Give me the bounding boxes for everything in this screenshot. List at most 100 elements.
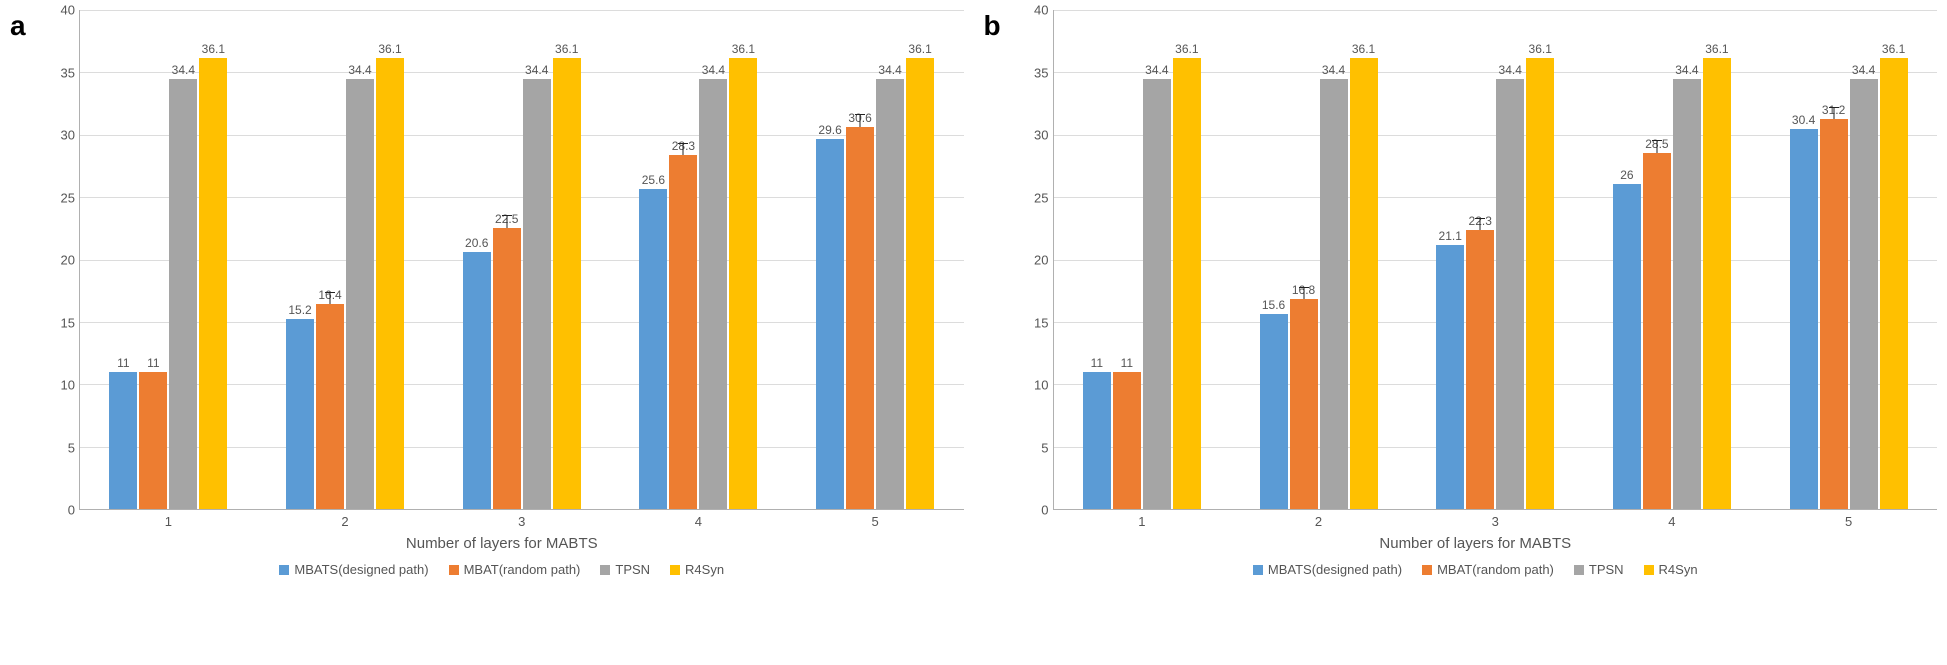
y-tick-label: 40	[61, 3, 75, 18]
x-tick-label: 1	[1138, 514, 1145, 529]
error-bar-stem	[1303, 287, 1304, 300]
error-bar-cap	[502, 215, 512, 216]
bar-container	[523, 79, 551, 509]
bar	[639, 189, 667, 509]
bar	[316, 304, 344, 509]
legend-swatch	[1644, 565, 1654, 575]
y-tick-label: 15	[61, 315, 75, 330]
x-ticks: 12345	[1054, 514, 1938, 529]
bar	[493, 228, 521, 509]
bar-value-label: 15.6	[1262, 298, 1285, 312]
legend-swatch	[1253, 565, 1263, 575]
error-bar-stem	[1480, 218, 1481, 231]
chart-wrap: Network Energy Consumption (J)0510152025…	[1014, 10, 1938, 577]
bar-wrap: 25.6	[639, 10, 667, 509]
bar-value-label: 20.6	[465, 236, 488, 250]
x-axis-title: Number of layers for MABTS	[1014, 535, 1938, 552]
bar-container	[1143, 79, 1171, 509]
error-bar-stem	[860, 114, 861, 127]
bar	[906, 58, 934, 509]
bar	[1260, 314, 1288, 509]
y-tick-label: 30	[61, 128, 75, 143]
x-tick-label: 3	[1492, 514, 1499, 529]
error-bar-cap	[1299, 287, 1309, 288]
bar-value-label: 30.4	[1792, 113, 1815, 127]
bar-container	[846, 127, 874, 510]
y-tick-label: 5	[68, 440, 75, 455]
bar-group: 29.630.634.436.1	[816, 10, 934, 509]
bar-container	[199, 58, 227, 509]
bar-value-label: 11	[117, 356, 129, 370]
bar-group: 15.216.434.436.1	[286, 10, 404, 509]
bar-container	[1790, 129, 1818, 509]
y-axis: Network Energy Consumption (J)0510152025…	[1014, 10, 1054, 510]
bar-container	[139, 372, 167, 510]
bar-wrap: 16.8	[1290, 10, 1318, 509]
x-tick-label: 4	[695, 514, 702, 529]
bar-wrap: 36.1	[1880, 10, 1908, 509]
error-bar-cap	[1475, 218, 1485, 219]
error-bar-stem	[506, 215, 507, 228]
bar-wrap: 22.3	[1466, 10, 1494, 509]
bar-container	[876, 79, 904, 509]
y-tick-label: 25	[1034, 190, 1048, 205]
legend-label: TPSN	[1589, 562, 1624, 577]
legend-item: MBAT(random path)	[1422, 562, 1554, 577]
bar	[109, 372, 137, 510]
bar-wrap: 34.4	[699, 10, 727, 509]
bar-container	[1526, 58, 1554, 509]
bar-value-label: 34.4	[1852, 63, 1875, 77]
bar-container	[1436, 245, 1464, 509]
x-ticks: 12345	[80, 514, 964, 529]
figure-row: aNetwork Energy Consumption (J)051015202…	[10, 10, 1937, 577]
bar-container	[1466, 230, 1494, 509]
legend-swatch	[670, 565, 680, 575]
bar-wrap: 34.4	[1143, 10, 1171, 509]
bar-group: 111134.436.1	[109, 10, 227, 509]
legend-label: R4Syn	[685, 562, 724, 577]
y-tick-label: 0	[68, 503, 75, 518]
bar-container	[109, 372, 137, 510]
bar-wrap: 20.6	[463, 10, 491, 509]
bar-value-label: 11	[1121, 356, 1133, 370]
bar-value-label: 29.6	[818, 123, 841, 137]
bar-container	[1880, 58, 1908, 509]
legend-label: R4Syn	[1659, 562, 1698, 577]
bar	[199, 58, 227, 509]
bar-value-label: 34.4	[1322, 63, 1345, 77]
bar	[463, 252, 491, 510]
bar-container	[1113, 372, 1141, 510]
bar-wrap: 34.4	[169, 10, 197, 509]
bar-value-label: 36.1	[1352, 42, 1375, 56]
bar	[1350, 58, 1378, 509]
legend-item: R4Syn	[1644, 562, 1698, 577]
bar-wrap: 34.4	[1320, 10, 1348, 509]
y-tick-label: 0	[1041, 503, 1048, 518]
bar-wrap: 34.4	[1673, 10, 1701, 509]
error-bar-stem	[1656, 140, 1657, 153]
bar	[1643, 153, 1671, 509]
error-bar-cap	[1652, 140, 1662, 141]
legend-item: TPSN	[600, 562, 650, 577]
x-tick-label: 5	[871, 514, 878, 529]
x-tick-label: 4	[1668, 514, 1675, 529]
bar-container	[1260, 314, 1288, 509]
error-bar-cap	[1829, 107, 1839, 108]
y-tick-label: 20	[61, 253, 75, 268]
bar-value-label: 34.4	[172, 63, 195, 77]
bar-groups: 111134.436.115.616.834.436.121.122.334.4…	[1054, 10, 1938, 509]
x-tick-label: 2	[1315, 514, 1322, 529]
legend-swatch	[600, 565, 610, 575]
legend-item: MBATS(designed path)	[279, 562, 428, 577]
bar	[1613, 184, 1641, 509]
bar-wrap: 36.1	[729, 10, 757, 509]
bar	[286, 319, 314, 509]
bar-wrap: 34.4	[1850, 10, 1878, 509]
bar-container	[169, 79, 197, 509]
bar	[1173, 58, 1201, 509]
bar	[1290, 299, 1318, 509]
bar-container	[286, 319, 314, 509]
error-bar-cap	[678, 143, 688, 144]
legend-label: MBATS(designed path)	[1268, 562, 1402, 577]
error-bar-cap	[325, 292, 335, 293]
